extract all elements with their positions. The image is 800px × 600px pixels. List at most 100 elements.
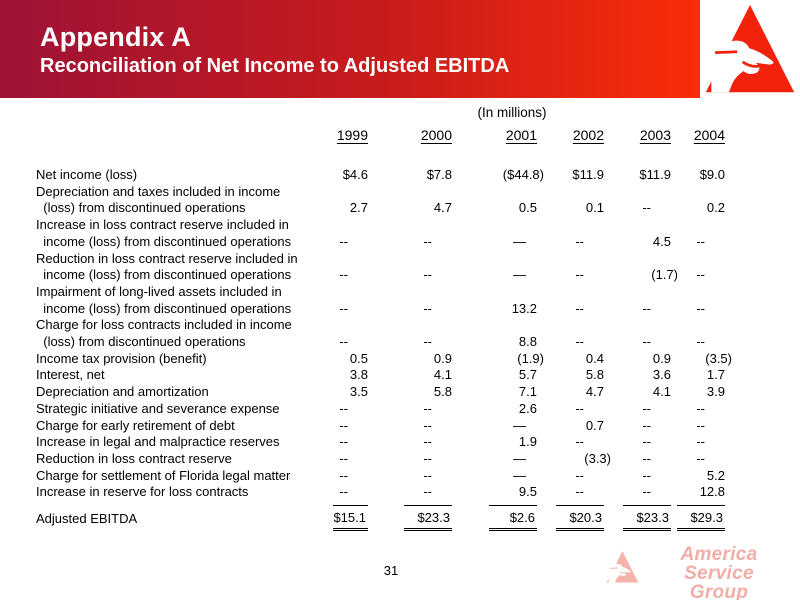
table-cell-value: -- xyxy=(575,484,584,500)
row-label: Reduction in loss contract reserve xyxy=(36,450,232,466)
table-cell-value: — xyxy=(513,450,526,466)
table-cell-value: -- xyxy=(339,417,348,433)
adjusted-ebitda-row: Adjusted EBITDA $15.1 $23.3 $2.6 $20.3 $23.3… xyxy=(36,505,776,532)
watermark-line2: Group xyxy=(689,582,749,600)
table-cell-value: -- xyxy=(423,267,432,283)
units-note: (In millions) xyxy=(477,105,547,120)
table-cell-value: -- xyxy=(696,450,705,466)
table-cell-value: -- xyxy=(696,417,705,433)
year-column-header: 1999 xyxy=(336,127,368,143)
total-value-cell: $20.3 xyxy=(537,505,604,532)
table-cell-value: -- xyxy=(642,417,651,433)
row-label: Charge for loss contracts included in in… xyxy=(36,317,292,350)
table-cell-value: -- xyxy=(339,334,348,350)
row-label: Charge for early retirement of debt xyxy=(36,417,235,433)
row-label: Interest, net xyxy=(36,367,105,383)
table-cell-value: -- xyxy=(696,400,705,416)
table-cell-value: 3.8 xyxy=(349,367,368,383)
watermark-line1: America Service xyxy=(680,544,758,584)
row-label: Depreciation and amortization xyxy=(36,384,209,400)
table-cell-value: -- xyxy=(423,417,432,433)
table-cell-value: -- xyxy=(423,233,432,249)
company-logo-box xyxy=(700,0,800,98)
table-cell-value: 13.2 xyxy=(511,300,537,316)
table-cell-value: $7.8 xyxy=(426,167,452,182)
table-cell-value: 3.9 xyxy=(706,384,725,400)
table-cell-value: 4.5 xyxy=(652,233,671,249)
table-cell-value: -- xyxy=(423,400,432,416)
table-cell-value: -- xyxy=(339,467,348,483)
eagle-triangle-icon xyxy=(705,4,795,93)
table-cell-value: (1.7) xyxy=(651,267,678,283)
table-cell-value: -- xyxy=(642,450,651,466)
table-cell-value: 0.4 xyxy=(585,350,604,366)
table-cell-value: — xyxy=(513,267,526,283)
table-cell-value: 0.2 xyxy=(706,200,725,216)
table-row: Depreciation and amortization 3.5 5.8 7.1 4.… xyxy=(36,384,776,401)
table-cell-value: -- xyxy=(575,233,584,249)
slide-subtitle: Reconciliation of Net Income to Adjusted… xyxy=(40,55,510,77)
table-cell-value: $9.0 xyxy=(699,167,725,182)
table-cell-value: 2.6 xyxy=(518,400,537,416)
table-cell-value: $4.6 xyxy=(342,167,368,182)
table-row: Charge for early retirement of debt -- -- —… xyxy=(36,418,776,435)
table-cell-value: -- xyxy=(642,484,651,500)
year-column-header: 2004 xyxy=(693,127,725,143)
table-cell-value: 3.6 xyxy=(652,367,671,383)
table-cell-value: 2.7 xyxy=(349,200,368,216)
table-cell-value: -- xyxy=(642,467,651,483)
table-cell-value: $11.9 xyxy=(572,167,604,182)
row-label: Income tax provision (benefit) xyxy=(36,350,207,366)
table-row: Strategic initiative and severance expen… xyxy=(36,401,776,418)
total-value: $23.3 xyxy=(404,505,452,532)
total-value: $29.3 xyxy=(677,505,725,532)
row-label: Strategic initiative and severance expen… xyxy=(36,400,280,416)
row-label: Impairment of long-lived assets included… xyxy=(36,283,292,316)
table-cell-value: (1.9) xyxy=(517,350,544,366)
table-row: Increase in legal and malpractice reserv… xyxy=(36,434,776,451)
table-row: Depreciation and taxes included in incom… xyxy=(36,184,776,217)
total-value-cell: $29.3 xyxy=(671,505,725,532)
total-value: $20.3 xyxy=(556,505,604,532)
table-cell-value: 0.7 xyxy=(585,417,604,433)
table-cell-value: -- xyxy=(339,434,348,450)
table-cell-value: 5.2 xyxy=(706,467,725,483)
table-cell-value: -- xyxy=(642,200,651,216)
table-cell-value: -- xyxy=(423,434,432,450)
total-value-cell: $23.3 xyxy=(368,505,452,532)
table-cell-value: -- xyxy=(423,450,432,466)
table-row: Impairment of long-lived assets included… xyxy=(36,284,776,317)
row-label: Increase in loss contract reserve includ… xyxy=(36,217,292,249)
table-cell-value: -- xyxy=(423,467,432,483)
total-value-cell: $15.1 xyxy=(333,505,368,532)
table-cell-value: -- xyxy=(339,233,348,249)
year-column-header: 2002 xyxy=(572,127,604,143)
table-cell-value: -- xyxy=(339,400,348,416)
table-cell-value: -- xyxy=(575,334,584,350)
table-cell-value: 0.9 xyxy=(652,350,671,366)
year-column-header: 2000 xyxy=(420,127,452,143)
table-cell-value: 8.8 xyxy=(518,334,537,350)
total-value: $15.1 xyxy=(333,505,368,532)
row-label: Reduction in loss contract reserve inclu… xyxy=(36,250,298,283)
table-cell-value: -- xyxy=(642,434,651,450)
row-label: Increase in reserve for loss contracts xyxy=(36,484,249,500)
year-column-header: 2001 xyxy=(505,127,537,143)
row-label: Net income (loss) xyxy=(36,167,138,182)
table-cell-value: 4.1 xyxy=(433,367,452,383)
total-value: $2.6 xyxy=(489,505,537,532)
table-cell-value: 0.9 xyxy=(433,350,452,366)
table-row: Charge for settlement of Florida legal m… xyxy=(36,468,776,485)
table-cell-value: ($44.8) xyxy=(502,167,544,182)
total-value: $23.3 xyxy=(623,505,671,532)
table-cell-value: 7.1 xyxy=(518,384,537,400)
page-number: 31 xyxy=(383,563,399,578)
table-cell-value: 0.5 xyxy=(349,350,368,366)
table-cell-value: -- xyxy=(575,434,584,450)
watermark-text: America Service Group xyxy=(644,545,794,600)
table-cell-value: 4.7 xyxy=(585,384,604,400)
table-cell-value: -- xyxy=(423,484,432,500)
table-row: Charge for loss contracts included in in… xyxy=(36,317,776,350)
table-cell-value: -- xyxy=(696,300,705,316)
table-cell-value: 5.7 xyxy=(518,367,537,383)
